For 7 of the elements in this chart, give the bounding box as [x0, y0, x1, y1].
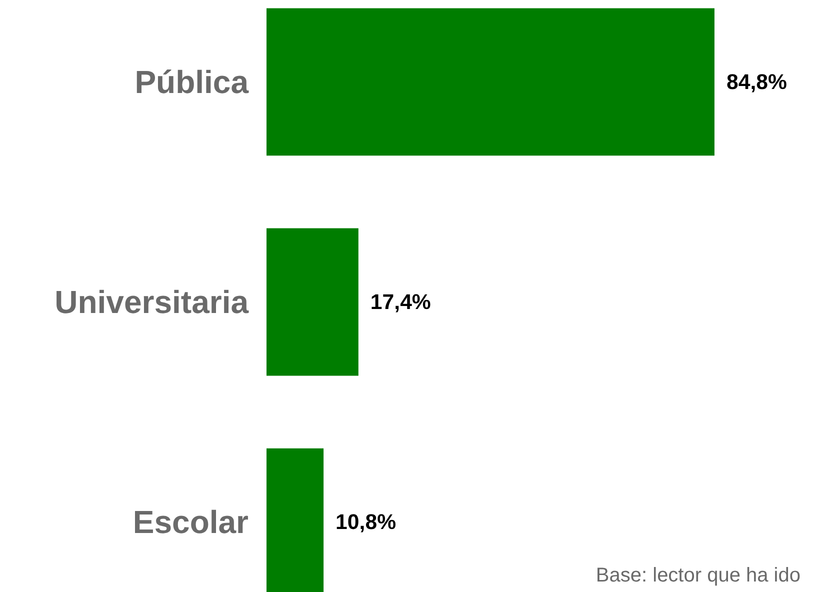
- data-label: 17,4%: [370, 290, 431, 314]
- annotation: Base: lector que ha ido: [596, 564, 801, 586]
- data-label: 10,8%: [336, 510, 396, 534]
- y-tick-label: Universitaria: [54, 284, 249, 320]
- y-tick-label: Pública: [134, 64, 249, 100]
- data-label: 84,8%: [726, 70, 787, 94]
- y-tick-label: Escolar: [132, 504, 248, 540]
